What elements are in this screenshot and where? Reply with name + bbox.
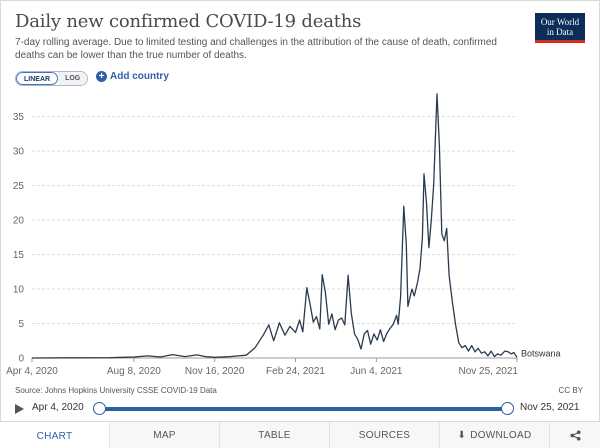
plus-circle-icon: + — [96, 71, 107, 82]
logo-line-2: in Data — [546, 27, 574, 37]
series-line — [31, 93, 518, 359]
tab-sources[interactable]: SOURCES — [330, 422, 440, 448]
log-scale-button[interactable]: LOG — [58, 72, 88, 85]
tab-chart[interactable]: CHART — [0, 422, 110, 448]
scale-toggle: LINEAR LOG — [15, 71, 89, 86]
tab-map[interactable]: MAP — [110, 422, 220, 448]
y-tick-label: 35 — [13, 112, 25, 123]
y-tick-label: 10 — [13, 285, 25, 296]
tab-sources-label: SOURCES — [358, 429, 411, 441]
x-tick-label: Nov 25, 2021 — [459, 366, 519, 377]
y-tick-label: 15 — [13, 250, 25, 261]
timeline-start-label: Apr 4, 2020 — [32, 402, 84, 413]
x-tick-label: Aug 8, 2020 — [107, 366, 161, 377]
timeline-track[interactable] — [99, 407, 507, 411]
y-tick-label: 25 — [13, 181, 25, 192]
x-tick-label: Apr 4, 2020 — [6, 366, 58, 377]
x-tick-label: Jun 4, 2021 — [350, 366, 403, 377]
linear-scale-button[interactable]: LINEAR — [16, 72, 59, 85]
logo-line-1: Our World — [540, 17, 580, 27]
share-icon — [569, 429, 581, 441]
chart-subtitle: 7-day rolling average. Due to limited te… — [15, 37, 497, 61]
timeline-start-handle[interactable] — [93, 402, 106, 415]
chart-title: Daily new confirmed COVID-19 deaths — [15, 11, 362, 32]
license-label[interactable]: CC BY — [558, 386, 583, 395]
y-tick-label: 5 — [18, 319, 24, 330]
y-tick-label: 30 — [13, 147, 25, 158]
timeline-end-handle[interactable] — [501, 402, 514, 415]
x-tick-label: Nov 16, 2020 — [185, 366, 245, 377]
y-tick-label: 0 — [18, 354, 24, 365]
tab-download-label: DOWNLOAD — [470, 429, 532, 441]
owid-logo[interactable]: Our World in Data — [535, 13, 585, 43]
tab-table[interactable]: TABLE — [220, 422, 330, 448]
tab-table-label: TABLE — [258, 429, 291, 441]
tab-download[interactable]: ⬇ DOWNLOAD — [440, 422, 550, 448]
add-country-button[interactable]: + Add country — [96, 71, 169, 82]
tab-map-label: MAP — [153, 429, 176, 441]
timeline: Apr 4, 2020 Nov 25, 2021 — [0, 400, 600, 418]
timeline-end-label: Nov 25, 2021 — [520, 402, 580, 413]
y-tick-label: 20 — [13, 216, 25, 227]
download-icon: ⬇ — [457, 429, 467, 441]
line-chart: 0 5 10 15 20 25 30 35 Apr 4, 2020 Aug 8, 2020 Nov … — [6, 93, 561, 377]
play-icon[interactable] — [15, 404, 24, 414]
add-country-label: Add country — [110, 71, 169, 82]
tab-chart-label: CHART — [36, 430, 73, 442]
source-note[interactable]: Source: Johns Hopkins University CSSE CO… — [15, 386, 217, 395]
share-button[interactable] — [550, 422, 600, 448]
x-tick-label: Feb 24, 2021 — [266, 366, 325, 377]
tab-bar: CHART MAP TABLE SOURCES ⬇ DOWNLOAD — [0, 421, 600, 448]
series-label: Botswana — [521, 348, 561, 358]
